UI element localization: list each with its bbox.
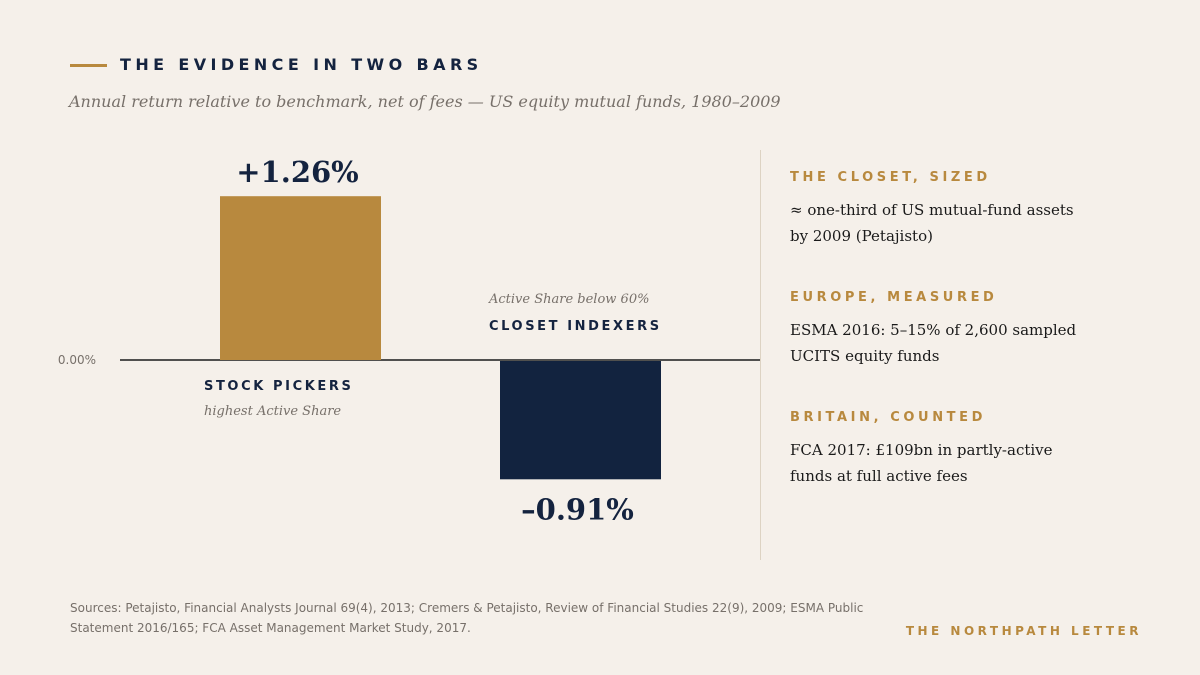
sidebar-body-europe: ESMA 2016: 5–15% of 2,600 sampled UCITS … [790, 321, 1077, 365]
category-label-closet-indexers: CLOSET INDEXERS [489, 319, 662, 334]
bar-chart: 0.00% +1.26% STOCK PICKERS highest Active S… [58, 155, 760, 526]
sidebar-body-britain: FCA 2017: £109bn in partly-active funds … [790, 441, 1053, 485]
category-note-stock-pickers: highest Active Share [204, 404, 341, 419]
section-divider [760, 150, 761, 560]
category-note-closet-indexers: Active Share below 60% [488, 292, 649, 307]
sidebar-heading-europe: EUROPE, MEASURED [790, 290, 998, 305]
sidebar-heading-closet: THE CLOSET, SIZED [790, 170, 991, 185]
category-label-stock-pickers: STOCK PICKERS [204, 379, 353, 394]
value-label-closet-indexers: –0.91% [521, 492, 634, 526]
page-subtitle: Annual return relative to benchmark, net… [69, 92, 781, 111]
sidebar-body-closet: ≈ one-third of US mutual-fund assets by … [790, 201, 1074, 245]
bar-closet-indexers [500, 361, 661, 480]
title-accent-rule [70, 64, 107, 67]
page-title: THE EVIDENCE IN TWO BARS [120, 55, 483, 74]
sidebar-heading-britain: BRITAIN, COUNTED [790, 410, 987, 425]
sources-note: Sources: Petajisto, Financial Analysts J… [70, 601, 864, 635]
value-label-stock-pickers: +1.26% [236, 155, 359, 189]
bar-stock-pickers [220, 196, 381, 360]
brand-wordmark: THE NORTHPATH LETTER [905, 624, 1142, 638]
baseline-label: 0.00% [58, 353, 96, 367]
